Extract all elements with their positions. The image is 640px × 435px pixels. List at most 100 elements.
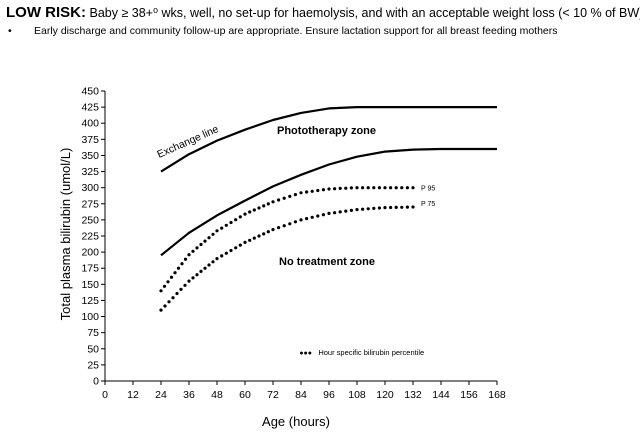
percentile-dot-3 [305, 190, 309, 194]
x-tick-label: 48 [211, 389, 223, 401]
percentile-dot-4 [262, 232, 266, 236]
percentile-dot-3 [169, 275, 174, 279]
x-tick-label: 120 [376, 389, 394, 401]
percentile-dot-3 [355, 186, 359, 190]
percentile-dot-3 [203, 239, 207, 243]
percentile-dot-3 [310, 189, 314, 193]
percentile-dot-3 [173, 271, 177, 275]
y-tick-label: 275 [81, 198, 99, 210]
percentile-dot-3 [252, 208, 256, 212]
x-tick-label: 0 [102, 389, 108, 401]
percentile-dot-3 [187, 253, 191, 257]
percentile-dot-3 [238, 215, 242, 219]
x-tick-label: 84 [295, 389, 307, 401]
percentile-dot-3 [159, 289, 163, 293]
percentile-dot-4 [167, 300, 171, 304]
y-axis-title: Total plasma bilirubin (umol/L) [58, 148, 73, 321]
percentile-dot-3 [344, 186, 348, 190]
percentile-dot-3 [394, 186, 398, 190]
percentile-dot-4 [310, 215, 314, 219]
percentile-dot-4 [372, 206, 376, 210]
percentile-dot-3 [327, 187, 331, 191]
percentile-dot-3 [220, 226, 224, 230]
percentile-dot-4 [321, 213, 325, 217]
phototherapy-zone-label: Phototherapy zone [277, 125, 376, 137]
percentile-dot-3 [176, 266, 181, 270]
y-tick-label: 25 [87, 359, 99, 371]
percentile-dot-4 [248, 238, 252, 242]
percentile-dot-4 [293, 220, 297, 224]
percentile-dot-3 [183, 257, 188, 261]
percentile-dot-3 [195, 246, 199, 250]
y-tick-label: 100 [81, 311, 99, 323]
percentile-dot-4 [220, 254, 224, 258]
percentile-dot-3 [288, 194, 292, 198]
percentile-dot-3 [215, 229, 219, 233]
y-tick-label: 425 [81, 102, 99, 114]
risk-label: LOW RISK: [6, 4, 86, 21]
percentile-dot-4 [288, 222, 292, 226]
y-tick-label: 200 [81, 247, 99, 259]
y-tick-label: 50 [87, 343, 99, 355]
percentile-dot-3 [224, 223, 228, 227]
percentile-dot-4 [175, 291, 179, 296]
x-tick-label: 36 [183, 389, 195, 401]
percentile-dot-3 [277, 198, 281, 202]
percentile-dot-4 [211, 260, 215, 264]
y-tick-label: 150 [81, 279, 99, 291]
percentile-dot-3 [316, 188, 320, 193]
x-tick-label: 144 [432, 389, 450, 401]
series-line-2 [160, 147, 497, 257]
x-tick-label: 72 [267, 389, 279, 401]
percentile-dot-4 [333, 211, 337, 215]
percentile-dot-4 [183, 283, 187, 287]
percentile-dot-3 [389, 186, 393, 190]
x-tick-label: 132 [404, 389, 422, 401]
percentile-dot-3 [166, 280, 170, 284]
percentile-dot-4 [191, 276, 195, 280]
percentile-dot-4 [383, 206, 387, 210]
y-tick-label: 300 [81, 182, 99, 194]
percentile-dot-3 [333, 187, 337, 191]
percentile-dot-4 [389, 205, 393, 210]
no-treatment-zone-label: No treatment zone [279, 256, 375, 268]
y-tick-label: 400 [81, 118, 99, 130]
x-tick-label: 60 [239, 389, 251, 401]
p95-label: P 95 [421, 186, 435, 193]
x-tick-label: 12 [127, 389, 139, 401]
percentile-dot-3 [400, 186, 404, 190]
percentile-dot-3 [211, 232, 215, 236]
y-tick-label: 175 [81, 263, 99, 275]
percentile-dot-4 [203, 266, 207, 270]
percentile-dot-4 [400, 205, 404, 209]
percentile-dot-4 [338, 210, 342, 214]
percentile-dot-3 [299, 191, 303, 195]
percentile-dot-4 [257, 234, 261, 238]
y-tick-label: 325 [81, 166, 99, 178]
x-tick-label: 168 [488, 389, 506, 401]
legend-symbol: ●●● [299, 350, 312, 357]
percentile-dot-4 [277, 226, 281, 230]
percentile-dot-4 [266, 230, 270, 234]
percentile-dot-3 [243, 212, 247, 216]
percentile-dot-4 [316, 214, 320, 218]
percentile-dot-3 [377, 186, 381, 190]
percentile-dot-4 [243, 240, 247, 244]
percentile-dot-3 [321, 188, 325, 192]
percentile-dot-3 [366, 186, 370, 190]
percentile-dot-4 [163, 304, 167, 308]
percentile-dot-4 [159, 308, 163, 312]
y-tick-label: 75 [87, 327, 99, 339]
percentile-dot-3 [266, 202, 270, 206]
y-tick-label: 250 [81, 214, 99, 226]
percentile-dot-3 [180, 262, 184, 266]
guidance-text: Early discharge and community follow-up … [34, 25, 558, 37]
percentile-dot-4 [252, 236, 256, 240]
percentile-dot-4 [405, 205, 409, 209]
y-tick-label: 350 [81, 150, 99, 162]
percentile-dot-4 [366, 207, 370, 211]
percentile-dot-4 [394, 205, 398, 209]
y-tick-label: 375 [81, 134, 99, 146]
percentile-dot-4 [299, 218, 303, 222]
